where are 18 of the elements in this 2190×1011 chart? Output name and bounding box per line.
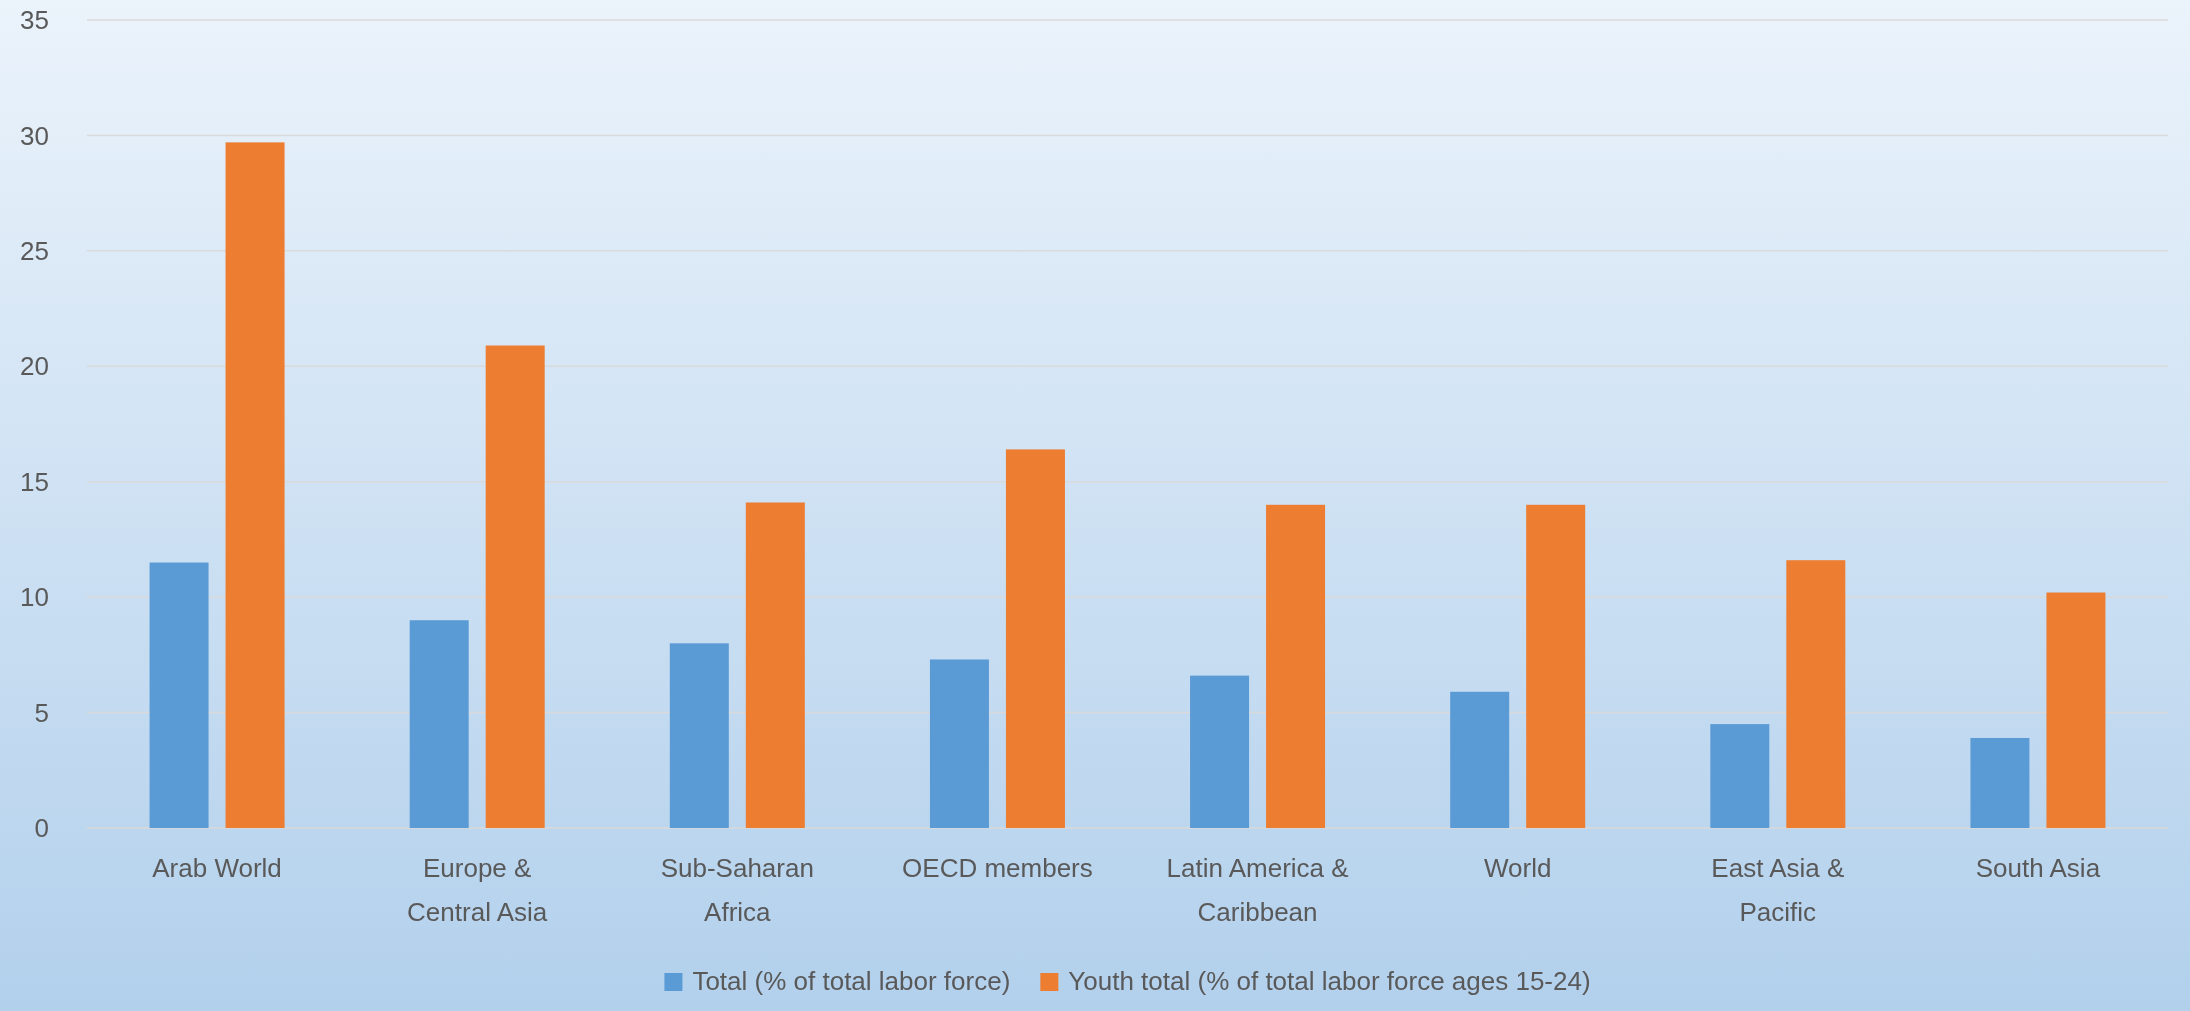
x-tick-label: Arab World xyxy=(152,853,282,883)
y-tick-label: 20 xyxy=(20,351,49,382)
y-tick-label: 30 xyxy=(20,120,49,151)
legend-label: Youth total (% of total labor force ages 15-24) xyxy=(1068,966,1591,996)
x-tick-label: Latin America & Caribbean xyxy=(1166,853,1349,927)
y-tick-label: 15 xyxy=(20,466,49,497)
x-tick-label: World xyxy=(1483,853,1552,883)
x-tick-label: Europe & Central Asia xyxy=(407,853,548,927)
legend-label: Total (% of total labor force) xyxy=(692,966,1011,996)
y-tick-label: 10 xyxy=(20,582,49,613)
x-tick-label: South Asia xyxy=(1975,853,2101,883)
y-tick-label: 25 xyxy=(20,235,49,266)
y-tick-label: 35 xyxy=(20,5,49,36)
x-tick-label: OECD members xyxy=(902,853,1093,883)
y-tick-label: 5 xyxy=(34,697,49,728)
x-tick-label: East Asia & Pacific xyxy=(1711,853,1845,927)
y-tick-label: 0 xyxy=(34,813,49,844)
x-tick-label: Sub-Saharan Africa xyxy=(660,853,814,927)
